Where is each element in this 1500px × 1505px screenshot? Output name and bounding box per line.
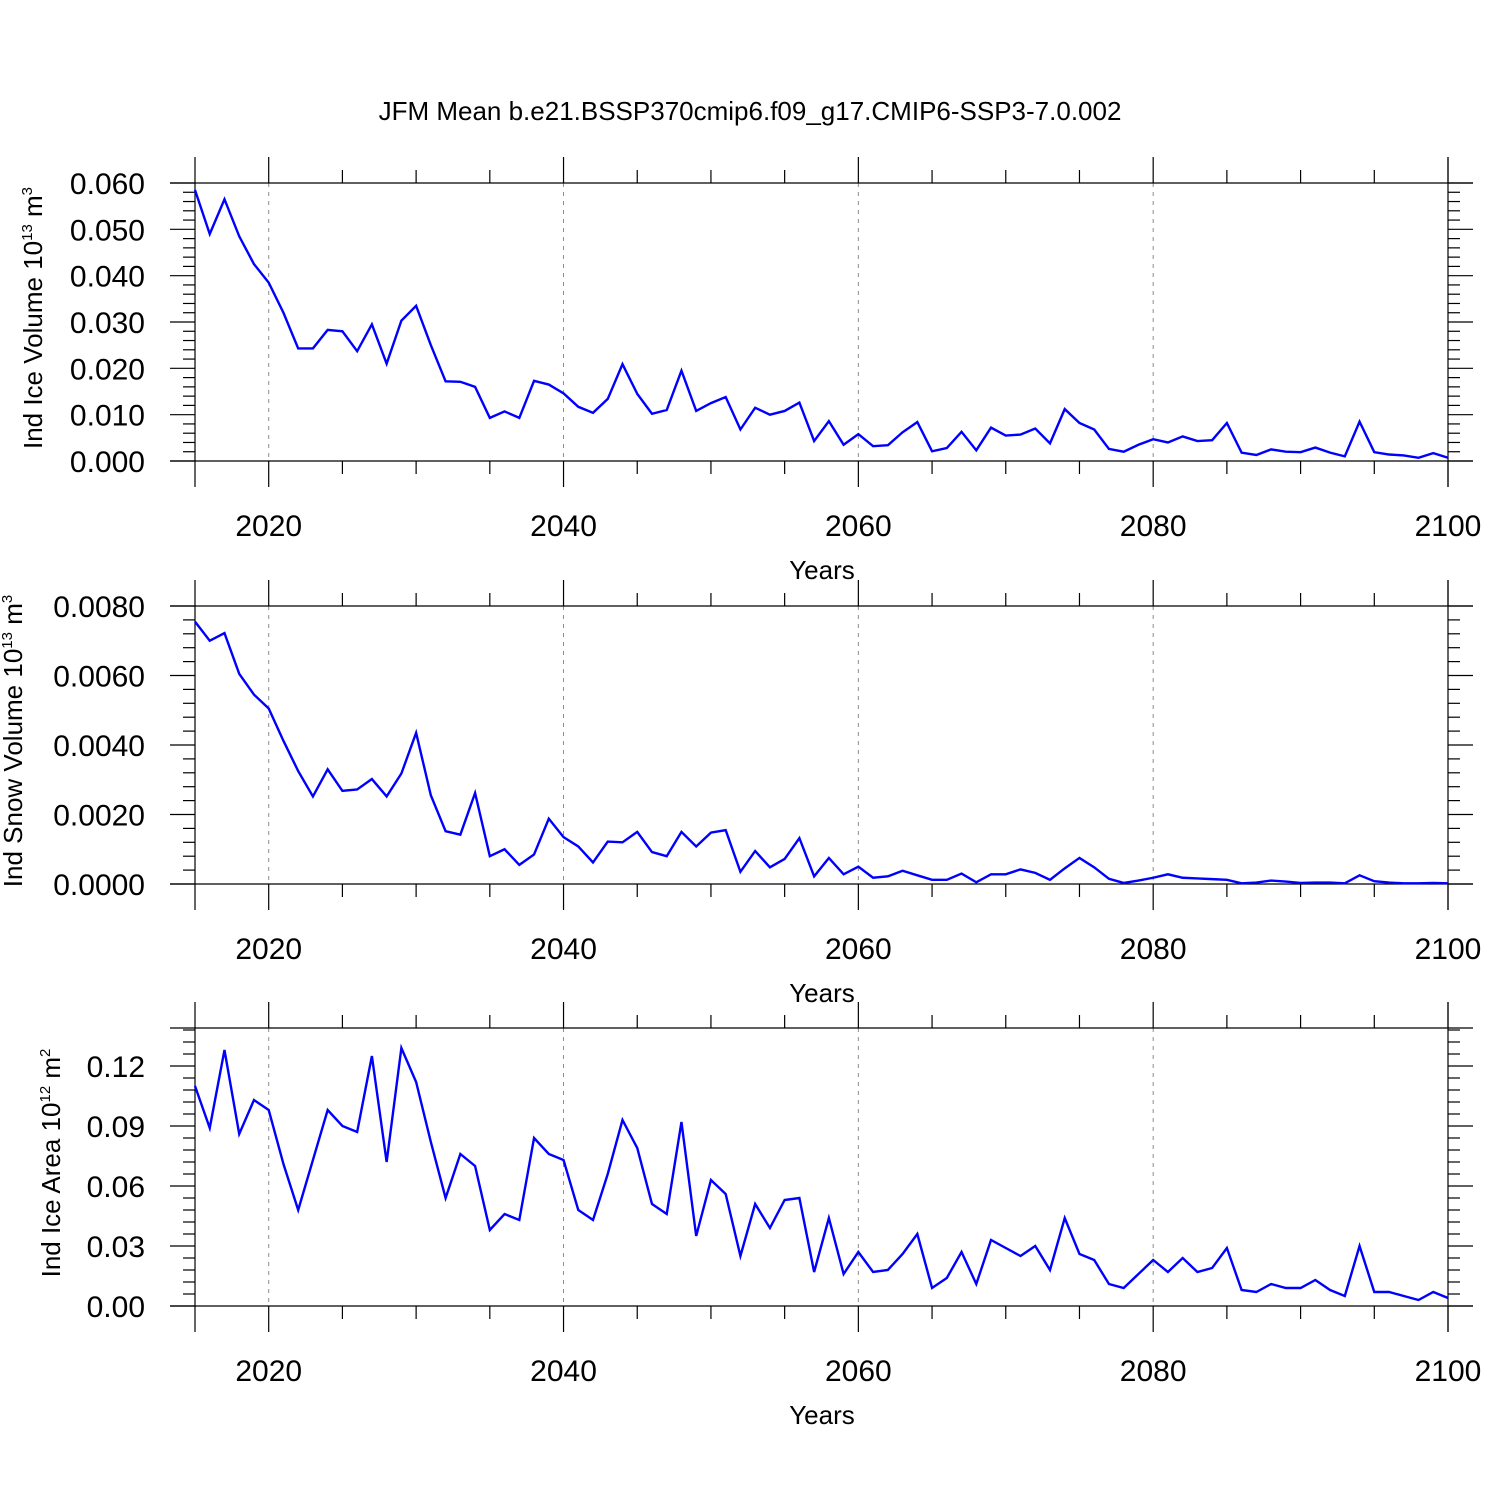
y-tick-label: 0.010 — [70, 400, 145, 433]
x-tick-label: 2020 — [235, 933, 302, 966]
y-tick-label: 0.060 — [70, 168, 145, 201]
y-tick-label: 0.030 — [70, 307, 145, 340]
series-line-1 — [194, 620, 1449, 885]
y-tick-label: 0.12 — [87, 1051, 145, 1084]
y-tick-label: 0.0020 — [53, 800, 145, 833]
y-axis-label: Ind Ice Area 1012 m2 — [36, 1049, 66, 1278]
y-tick-label: 0.00 — [87, 1291, 145, 1324]
x-tick-label: 2020 — [235, 1355, 302, 1388]
x-tick-label: 2040 — [530, 1355, 597, 1388]
x-tick-label: 2040 — [530, 933, 597, 966]
y-tick-label: 0.040 — [70, 261, 145, 294]
y-axis-label: Ind Snow Volume 1013 m3 — [0, 595, 28, 887]
x-tick-label: 2060 — [825, 510, 892, 543]
x-axis-label: Years — [789, 555, 855, 585]
x-axis-label: Years — [789, 978, 855, 1008]
y-tick-label: 0.09 — [87, 1111, 145, 1144]
x-tick-label: 2040 — [530, 510, 597, 543]
y-tick-label: 0.020 — [70, 353, 145, 386]
y-tick-label: 0.0080 — [53, 591, 145, 624]
chart-panel-1: 2020 2040 2060 2080 2100 0.000 0.010 0.020 0.030… — [18, 157, 1481, 585]
chart-title: JFM Mean b.e21.BSSP370cmip6.f09_g17.CMIP… — [379, 96, 1122, 126]
x-axis-label: Years — [789, 1400, 855, 1430]
x-tick-label: 2060 — [825, 1355, 892, 1388]
x-tick-label: 2080 — [1120, 510, 1187, 543]
x-tick-label: 2100 — [1415, 933, 1482, 966]
x-tick-label: 2060 — [825, 933, 892, 966]
x-tick-label: 2100 — [1415, 510, 1482, 543]
chart-panel-2: 2020 2040 2060 2080 2100 0.0000 0.0020 0.0040 0.… — [0, 580, 1481, 1008]
y-tick-label: 0.050 — [70, 214, 145, 247]
x-tick-label: 2100 — [1415, 1355, 1482, 1388]
chart-panel-3: 2020 2040 2060 2080 2100 0.00 0.03 0.06 0.09 0.12… — [36, 1002, 1481, 1430]
x-tick-label: 2080 — [1120, 1355, 1187, 1388]
y-tick-label: 0.06 — [87, 1171, 145, 1204]
series-line-1 — [193, 1043, 1449, 1302]
series-line-1 — [193, 189, 1449, 459]
y-tick-label: 0.0040 — [53, 730, 145, 763]
y-tick-label: 0.0060 — [53, 661, 145, 694]
x-tick-label: 2020 — [235, 510, 302, 543]
y-axis-label: Ind Ice Volume 1013 m3 — [18, 187, 48, 449]
x-tick-label: 2080 — [1120, 933, 1187, 966]
y-tick-label: 0.000 — [70, 446, 145, 479]
y-tick-label: 0.0000 — [53, 869, 145, 902]
y-tick-label: 0.03 — [87, 1231, 145, 1264]
